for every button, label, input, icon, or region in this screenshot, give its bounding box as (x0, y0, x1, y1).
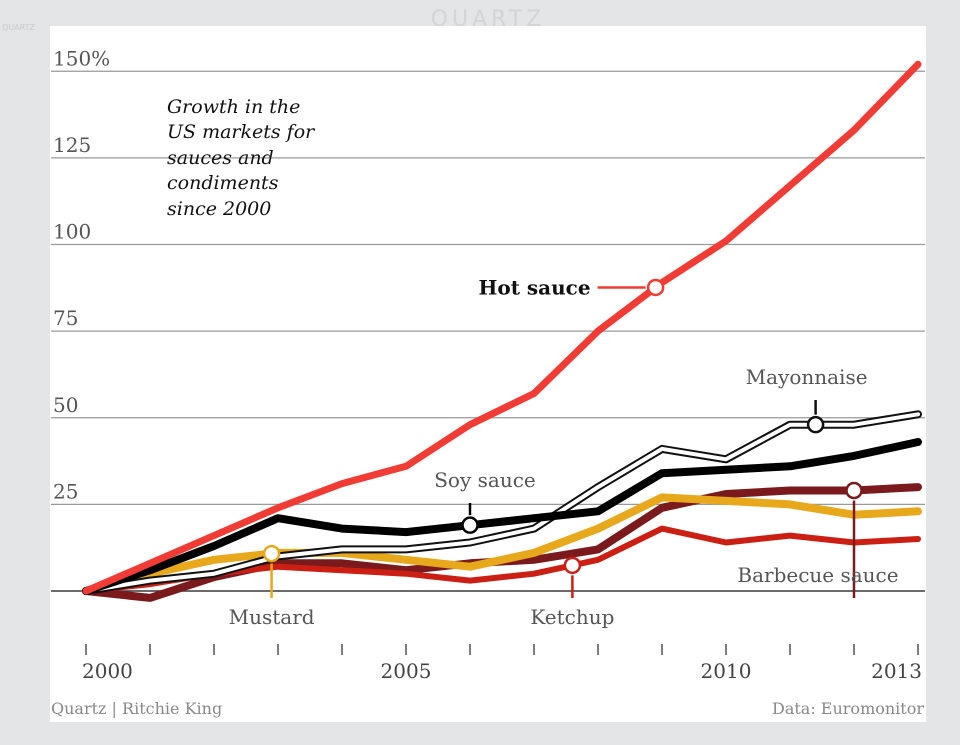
chart-title-line: condiments (167, 172, 279, 194)
credit-source: Data: Euromonitor (772, 699, 924, 718)
series-label-ketchup: Ketchup (530, 605, 614, 629)
series-label-mayonnaise: Mayonnaise (746, 365, 868, 389)
chart-title: Growth in the US markets for sauces and … (167, 96, 320, 220)
x-tick-label: 2010 (701, 659, 752, 683)
series-label-hot-sauce: Hot sauce (478, 275, 590, 299)
y-tick-label: 50 (53, 393, 78, 417)
chart-panel (50, 26, 926, 722)
series-lines (82, 60, 922, 602)
series-marker-ketchup (563, 556, 582, 575)
chart-title-line: sauces and (167, 147, 274, 169)
series-line-hot-sauce (82, 60, 922, 595)
x-tick-label: 2000 (82, 659, 133, 683)
x-axis: 2000 2005 2010 2013 (82, 644, 922, 683)
y-tick-label: 75 (53, 306, 78, 330)
series-label-mustard: Mustard (229, 605, 315, 629)
side-watermark: QUARTZ (2, 23, 35, 32)
y-tick-label: 25 (53, 479, 78, 503)
series-line-soy-sauce (82, 438, 922, 595)
x-tick-label: 2013 (871, 659, 922, 683)
series-label-soy-sauce: Soy sauce (434, 468, 536, 492)
y-tick-label: 125 (53, 133, 91, 157)
x-tick-label: 2005 (381, 659, 432, 683)
series-line-mustard (82, 493, 922, 595)
series-label-barbecue-sauce: Barbecue sauce (737, 563, 898, 587)
chart-title-line: US markets for (167, 121, 316, 143)
y-tick-label: 100 (53, 220, 91, 244)
series-marker-soy-sauce (461, 516, 479, 534)
y-tick-label: 150% (53, 46, 110, 70)
credit-author: Quartz | Ritchie King (51, 699, 222, 718)
y-axis-tick-labels: 150% 125 100 75 50 25 (53, 46, 110, 503)
series-marker-hot-sauce (646, 278, 665, 297)
chart-title-line: since 2000 (167, 198, 271, 220)
series-annotations: Barbecue sauce Ketchup Mustard Mayonnaise So… (229, 275, 899, 629)
series-marker-mayonnaise (806, 415, 825, 434)
series-line-inner-mayonnaise (84, 412, 920, 593)
series-marker-mustard (262, 544, 281, 563)
series-marker-barbecue-sauce (845, 481, 863, 500)
chart-title-line: Growth in the (167, 96, 300, 118)
